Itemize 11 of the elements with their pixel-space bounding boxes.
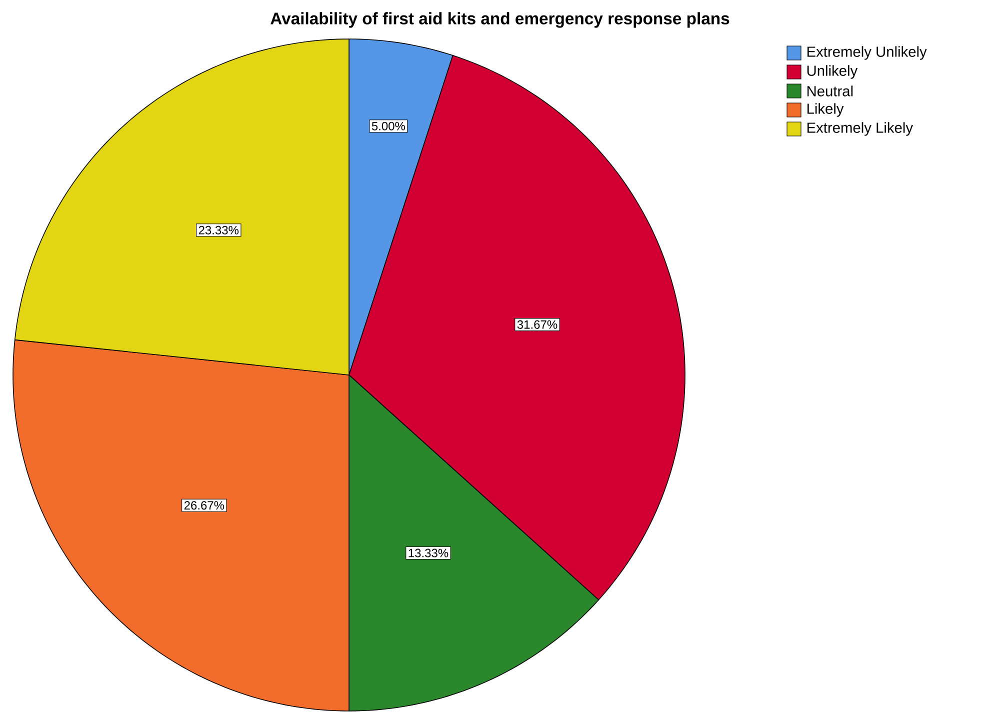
data-label: 31.67% [517, 320, 558, 329]
legend-label: Extremely Likely [807, 122, 913, 136]
legend-label: Likely [807, 103, 844, 117]
data-label: 26.67% [184, 501, 224, 510]
chart-title: Availability of first aid kits and emergency response plans [270, 12, 730, 28]
legend-label: Neutral [807, 86, 853, 96]
legend-label: Unlikely [807, 65, 858, 79]
data-label: 5.00% [372, 122, 406, 130]
legend-label: Extremely Unlikely [807, 46, 927, 60]
data-label: 13.33% [408, 548, 448, 558]
data-label: 23.33% [198, 226, 239, 234]
